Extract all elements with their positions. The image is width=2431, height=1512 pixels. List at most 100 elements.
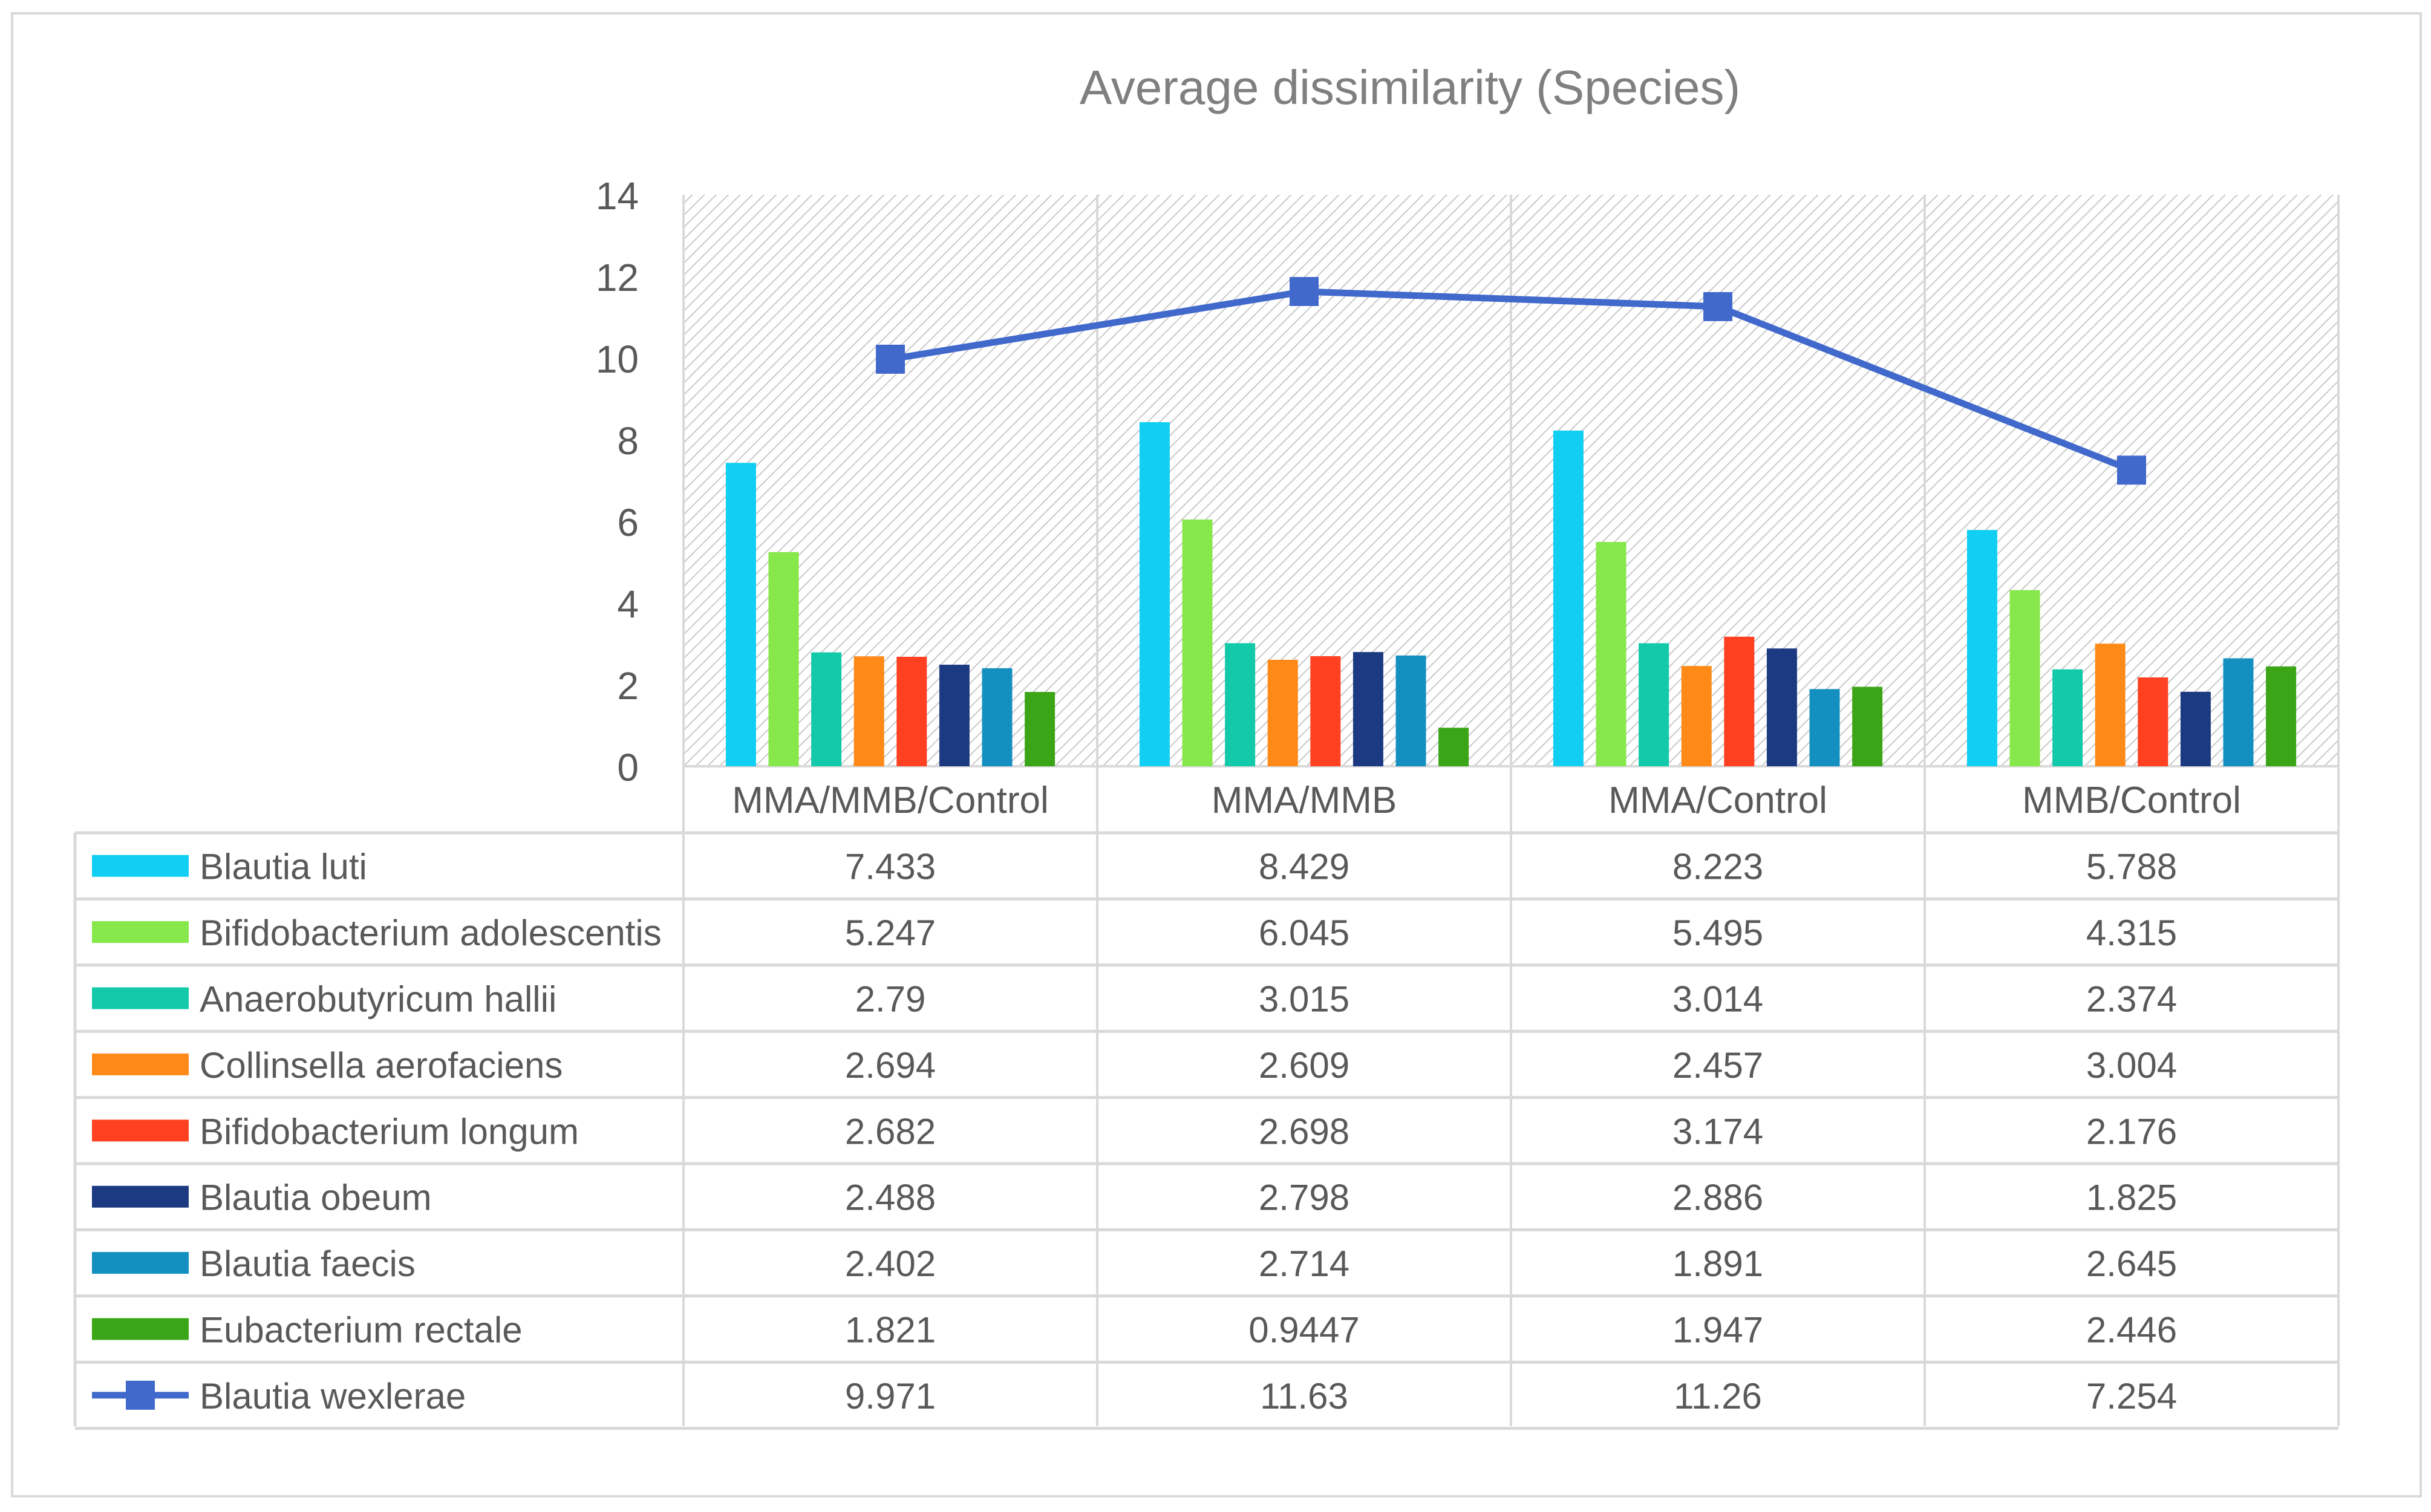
line-blautia-wexlerae <box>890 288 2133 474</box>
data-label-anaerobutyricum-hallii: 3.014 <box>1672 979 1763 1020</box>
data-label-eubacterium-rectale: 1.947 <box>1672 1310 1763 1351</box>
data-label-blautia-wexlerae: 11.63 <box>1260 1376 1348 1416</box>
legend-key-bifidobacterium-adolescentis <box>92 921 189 943</box>
legend-label-blautia-wexlerae: Blautia wexlerae <box>200 1376 466 1416</box>
legend-key-marker-blautia-wexlerae <box>126 1380 155 1410</box>
data-label-collinsella-aerofaciens: 2.694 <box>845 1045 936 1086</box>
bar-bifidobacterium-adolescentis <box>1182 519 1213 766</box>
bar-collinsella-aerofaciens <box>853 656 884 766</box>
data-label-bifidobacterium-longum: 2.698 <box>1259 1111 1349 1152</box>
data-label-bifidobacterium-adolescentis: 4.315 <box>2086 913 2177 953</box>
y-tick-label: 14 <box>596 174 639 218</box>
data-label-blautia-obeum: 1.825 <box>2086 1178 2177 1218</box>
bar-bifidobacterium-adolescentis <box>768 552 799 766</box>
bar-blautia-faecis <box>1809 689 1840 766</box>
data-label-blautia-wexlerae: 11.26 <box>1674 1376 1762 1416</box>
bar-anaerobutyricum-hallii <box>2052 669 2083 766</box>
data-label-bifidobacterium-longum: 2.682 <box>845 1111 936 1152</box>
bar-blautia-luti <box>1139 422 1170 766</box>
y-tick-label: 4 <box>617 582 639 626</box>
bar-collinsella-aerofaciens <box>1681 666 1712 766</box>
bar-bifidobacterium-longum <box>1310 656 1341 766</box>
bar-bifidobacterium-longum <box>2138 677 2168 766</box>
y-tick-label: 0 <box>617 746 639 789</box>
data-label-blautia-faecis: 2.402 <box>845 1243 936 1284</box>
data-label-bifidobacterium-adolescentis: 6.045 <box>1259 913 1349 953</box>
bar-blautia-obeum <box>1766 648 1797 766</box>
bar-blautia-faecis <box>1395 655 1426 766</box>
chart-title: Average dissimilarity (Species) <box>1080 60 1740 114</box>
bar-bifidobacterium-adolescentis <box>1596 542 1627 766</box>
bar-blautia-faecis <box>982 668 1013 766</box>
data-label-bifidobacterium-adolescentis: 5.495 <box>1672 913 1763 953</box>
bar-blautia-luti <box>725 463 756 766</box>
bar-anaerobutyricum-hallii <box>1225 643 1256 766</box>
line-marker-blautia-wexlerae <box>2117 455 2146 485</box>
bar-eubacterium-rectale <box>1852 686 1883 766</box>
data-label-blautia-wexlerae: 9.971 <box>845 1376 936 1416</box>
data-label-collinsella-aerofaciens: 3.004 <box>2086 1045 2177 1086</box>
data-label-bifidobacterium-longum: 3.174 <box>1672 1111 1763 1152</box>
bar-blautia-obeum <box>2180 691 2211 766</box>
y-tick-label: 12 <box>596 256 639 299</box>
legend-label-eubacterium-rectale: Eubacterium rectale <box>200 1310 523 1351</box>
data-label-blautia-luti: 8.429 <box>1259 847 1349 887</box>
category-label: MMA/MMB/Control <box>732 780 1049 821</box>
legend-key-anaerobutyricum-hallii <box>92 987 189 1009</box>
data-label-blautia-obeum: 2.798 <box>1259 1178 1349 1218</box>
data-label-blautia-luti: 5.788 <box>2086 847 2177 887</box>
y-tick-label: 6 <box>617 501 639 544</box>
bar-eubacterium-rectale <box>1438 728 1469 766</box>
data-label-eubacterium-rectale: 1.821 <box>845 1310 936 1351</box>
data-label-blautia-luti: 8.223 <box>1672 847 1763 887</box>
line-marker-blautia-wexlerae <box>1290 276 1319 306</box>
bar-eubacterium-rectale <box>1025 692 1056 766</box>
data-label-eubacterium-rectale: 0.9447 <box>1248 1310 1360 1351</box>
legend-label-blautia-obeum: Blautia obeum <box>200 1178 432 1218</box>
legend-label-anaerobutyricum-hallii: Anaerobutyricum hallii <box>200 979 556 1020</box>
data-label-blautia-obeum: 2.488 <box>845 1178 936 1218</box>
bar-bifidobacterium-longum <box>896 656 927 766</box>
bar-bifidobacterium-longum <box>1724 636 1755 766</box>
bar-eubacterium-rectale <box>2266 666 2297 766</box>
category-label: MMA/MMB <box>1212 780 1397 821</box>
legend-label-blautia-luti: Blautia luti <box>200 847 367 887</box>
bar-anaerobutyricum-hallii <box>811 652 842 766</box>
y-tick-label: 2 <box>617 664 639 708</box>
legend-label-bifidobacterium-longum: Bifidobacterium longum <box>200 1111 579 1152</box>
bar-collinsella-aerofaciens <box>2095 644 2126 766</box>
data-label-bifidobacterium-adolescentis: 5.247 <box>845 913 936 953</box>
data-label-anaerobutyricum-hallii: 2.374 <box>2086 979 2177 1020</box>
data-label-collinsella-aerofaciens: 2.609 <box>1259 1045 1349 1086</box>
legend-key-eubacterium-rectale <box>92 1318 189 1340</box>
data-label-anaerobutyricum-hallii: 2.79 <box>855 979 926 1020</box>
data-label-blautia-faecis: 2.645 <box>2086 1243 2177 1284</box>
y-tick-label: 8 <box>617 419 639 463</box>
data-label-bifidobacterium-longum: 2.176 <box>2086 1111 2177 1152</box>
legend-label-bifidobacterium-adolescentis: Bifidobacterium adolescentis <box>200 913 662 953</box>
line-marker-blautia-wexlerae <box>1703 292 1732 321</box>
legend-key-blautia-faecis <box>92 1252 189 1274</box>
bar-blautia-obeum <box>1353 652 1383 766</box>
legend-label-collinsella-aerofaciens: Collinsella aerofaciens <box>200 1045 563 1086</box>
data-label-blautia-wexlerae: 7.254 <box>2086 1376 2177 1416</box>
y-tick-label: 10 <box>596 337 639 381</box>
data-label-blautia-faecis: 2.714 <box>1259 1243 1349 1284</box>
legend-key-collinsella-aerofaciens <box>92 1053 189 1075</box>
legend-label-blautia-faecis: Blautia faecis <box>200 1243 416 1284</box>
legend-key-bifidobacterium-longum <box>92 1119 189 1142</box>
legend-key-blautia-obeum <box>92 1185 189 1208</box>
data-label-blautia-luti: 7.433 <box>845 847 936 887</box>
data-label-eubacterium-rectale: 2.446 <box>2086 1310 2177 1351</box>
bar-collinsella-aerofaciens <box>1267 659 1298 766</box>
bar-blautia-faecis <box>2223 658 2254 766</box>
line-marker-blautia-wexlerae <box>876 344 905 374</box>
data-label-blautia-obeum: 2.886 <box>1672 1178 1763 1218</box>
data-label-blautia-faecis: 1.891 <box>1672 1243 1763 1284</box>
data-label-collinsella-aerofaciens: 2.457 <box>1672 1045 1763 1086</box>
legend-key-blautia-luti <box>92 855 189 877</box>
category-label: MMB/Control <box>2022 780 2241 821</box>
category-label: MMA/Control <box>1608 780 1827 821</box>
